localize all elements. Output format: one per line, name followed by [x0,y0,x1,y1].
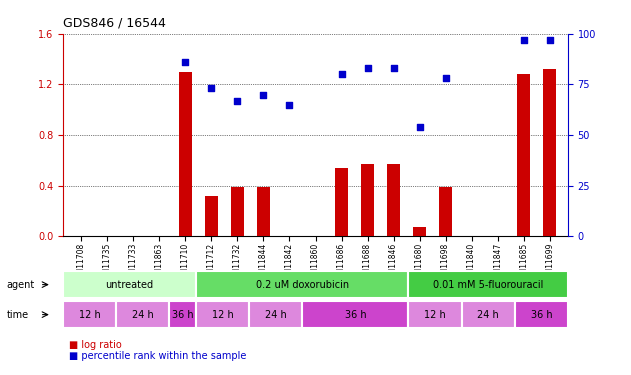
Text: 12 h: 12 h [211,310,233,320]
Point [232,98,242,104]
Point [362,65,372,71]
Point [389,65,399,71]
Text: 12 h: 12 h [424,310,446,320]
Text: 36 h: 36 h [531,310,552,320]
Text: ■ log ratio: ■ log ratio [69,340,122,350]
Point [336,71,346,77]
Bar [361,164,374,236]
Point [206,86,216,92]
Point [440,75,451,81]
Point [519,37,529,43]
Text: 36 h: 36 h [345,310,366,320]
Text: untreated: untreated [105,280,153,290]
Point [259,92,269,98]
Text: time: time [6,310,28,320]
Text: 24 h: 24 h [477,310,499,320]
Point [180,59,191,65]
Bar [413,227,426,236]
Text: 12 h: 12 h [79,310,100,320]
Text: 24 h: 24 h [265,310,286,320]
Point [415,124,425,130]
Bar [387,164,400,236]
Bar [517,74,530,236]
Point [545,37,555,43]
Text: GDS846 / 16544: GDS846 / 16544 [63,17,166,30]
Bar [205,196,218,236]
Bar [231,187,244,236]
Text: 24 h: 24 h [132,310,154,320]
Bar [439,187,452,236]
Text: 0.01 mM 5-fluorouracil: 0.01 mM 5-fluorouracil [433,280,543,290]
Point [285,102,295,108]
Text: 36 h: 36 h [172,310,194,320]
Bar [257,187,270,236]
Text: 0.2 uM doxorubicin: 0.2 uM doxorubicin [256,280,349,290]
Bar [179,72,192,236]
Text: ■ percentile rank within the sample: ■ percentile rank within the sample [69,351,247,361]
Bar [335,168,348,236]
Text: agent: agent [6,280,35,290]
Bar [543,69,556,236]
